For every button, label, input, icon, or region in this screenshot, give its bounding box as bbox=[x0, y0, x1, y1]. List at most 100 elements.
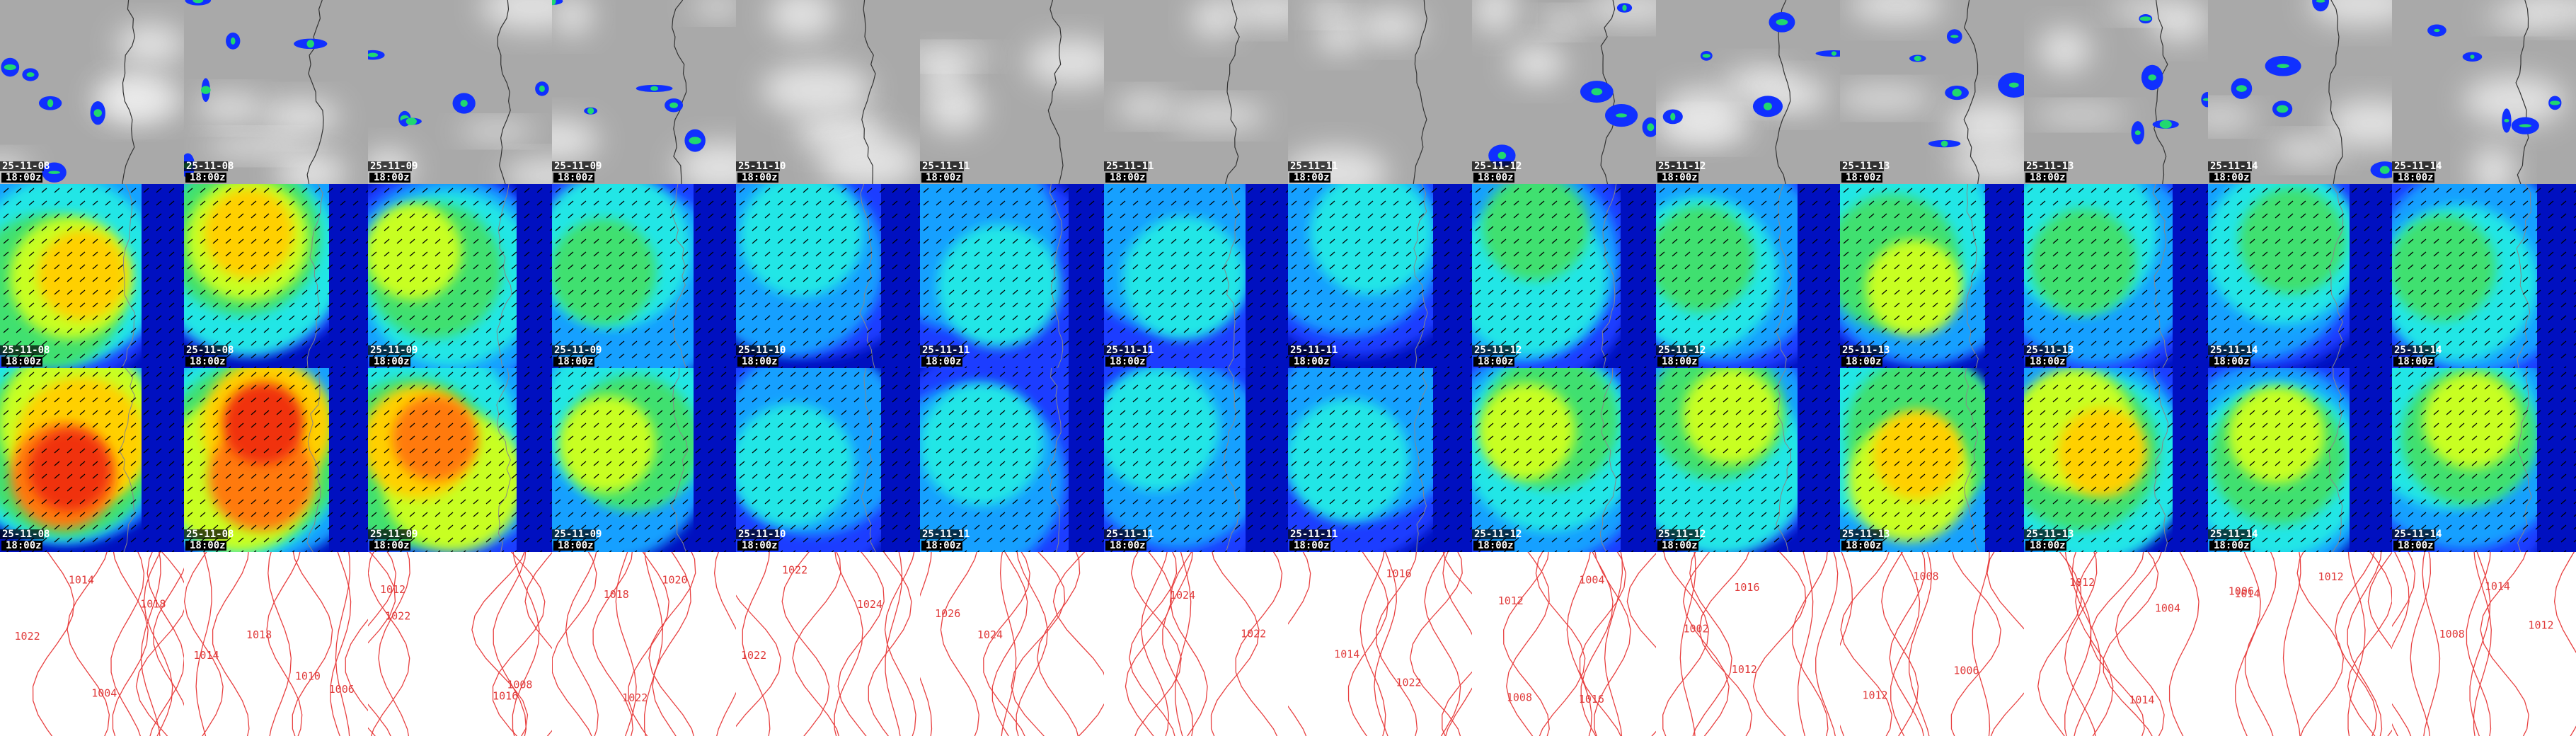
label-box bbox=[0, 345, 44, 355]
wind-barbs bbox=[0, 184, 184, 368]
date-label: 25-11-13 bbox=[2026, 161, 2074, 172]
label-box bbox=[552, 529, 596, 539]
cloud bbox=[2208, 105, 2258, 128]
cloud bbox=[458, 122, 536, 141]
isobar-label: 1018 bbox=[246, 628, 272, 641]
isobar-label: 1022 bbox=[782, 563, 807, 576]
isobar-label: 1024 bbox=[857, 598, 882, 611]
time-label: 18:00z bbox=[2398, 540, 2434, 551]
isobar bbox=[512, 552, 540, 736]
isobar-label: 1008 bbox=[507, 678, 532, 691]
wind-barbs bbox=[1656, 368, 1840, 552]
cloud bbox=[2149, 0, 2208, 41]
isobar bbox=[330, 552, 352, 736]
date-label: 25-11-11 bbox=[1106, 529, 1154, 540]
map-tile: 1014 1012 1004 bbox=[2024, 552, 2208, 736]
isobar bbox=[1798, 552, 1814, 736]
label-box bbox=[921, 173, 962, 183]
coastline bbox=[306, 0, 324, 184]
date-label: 25-11-08 bbox=[2, 529, 50, 540]
date-label: 25-11-14 bbox=[2210, 161, 2258, 172]
time-label: 18:00z bbox=[1110, 172, 1146, 183]
isobar-bg bbox=[2208, 552, 2392, 736]
wind-barbs bbox=[2024, 184, 2208, 368]
precip-core bbox=[2159, 120, 2172, 129]
precip-core bbox=[47, 99, 54, 108]
label-box bbox=[2209, 357, 2250, 367]
satellite-bg bbox=[1104, 0, 1288, 184]
isobar bbox=[493, 552, 527, 736]
cloud bbox=[1168, 103, 1268, 129]
isobar bbox=[1566, 552, 1592, 736]
date-label: 25-11-08 bbox=[186, 345, 234, 356]
isobar-label: 1016 bbox=[1734, 581, 1759, 594]
label-box bbox=[1288, 161, 1332, 171]
date-label: 25-11-08 bbox=[186, 161, 234, 172]
wind-barbs bbox=[1288, 368, 1472, 552]
isobar bbox=[1840, 552, 1853, 736]
isobar bbox=[2090, 552, 2145, 736]
map-tile: 1022 1018 1014 1004 bbox=[0, 552, 184, 736]
isobar bbox=[110, 552, 145, 736]
label-box bbox=[737, 357, 778, 367]
precip-core bbox=[1764, 102, 1772, 110]
time-label: 18:00z bbox=[2030, 540, 2066, 551]
label-box bbox=[1104, 529, 1148, 539]
label-box bbox=[1104, 161, 1148, 171]
label-box bbox=[737, 541, 778, 551]
isobar bbox=[2235, 552, 2261, 736]
map-tile: 1008 1012 1016 1022 bbox=[368, 552, 552, 736]
wind-barbs bbox=[184, 184, 368, 368]
isobar bbox=[781, 552, 830, 736]
map-tile: 1022 1014 1016 bbox=[1288, 552, 1472, 736]
label-box bbox=[1473, 541, 1514, 551]
wind-barbs bbox=[920, 184, 1104, 368]
time-label: 18:00z bbox=[1478, 172, 1514, 183]
label-box bbox=[920, 161, 964, 171]
isobar bbox=[648, 552, 696, 736]
isobar-label: 1014 bbox=[2485, 580, 2510, 593]
wind-barbs bbox=[552, 184, 736, 368]
isobar bbox=[146, 552, 184, 736]
precip-core bbox=[1622, 4, 1627, 11]
coastline bbox=[1413, 0, 1427, 184]
time-label: 18:00z bbox=[2214, 172, 2250, 183]
precip-core bbox=[1591, 88, 1603, 96]
label-box bbox=[921, 357, 962, 367]
time-label: 18:00z bbox=[558, 540, 594, 551]
precip-core bbox=[1952, 88, 1962, 97]
isobar bbox=[1506, 552, 1550, 736]
time-label: 18:00z bbox=[1478, 356, 1514, 367]
precip-core bbox=[539, 85, 545, 92]
isobar bbox=[742, 552, 771, 736]
precip-core bbox=[1497, 151, 1507, 159]
wind-barbs bbox=[1472, 368, 1656, 552]
isobar bbox=[1890, 552, 1921, 736]
date-label: 25-11-11 bbox=[1106, 161, 1154, 172]
isobar-bg bbox=[1288, 552, 1472, 736]
isobar-bg bbox=[368, 552, 552, 736]
date-label: 25-11-13 bbox=[1842, 345, 1890, 356]
isobar-label: 1016 bbox=[1579, 693, 1604, 706]
isobar bbox=[1130, 552, 1182, 736]
cloud bbox=[203, 135, 309, 157]
isobar bbox=[837, 552, 885, 736]
isobar bbox=[1052, 552, 1104, 736]
isobar bbox=[1129, 552, 1178, 736]
precip-core bbox=[1647, 123, 1655, 132]
isobar bbox=[1503, 552, 1550, 736]
isobar-label: 1022 bbox=[15, 630, 40, 643]
label-box bbox=[2392, 529, 2436, 539]
isobar bbox=[32, 552, 75, 736]
isobar-label: 1012 bbox=[2069, 576, 2095, 589]
isobar bbox=[1626, 553, 1656, 736]
time-label: 18:00z bbox=[1294, 540, 1330, 551]
label-box bbox=[185, 541, 226, 551]
date-label: 25-11-11 bbox=[922, 161, 970, 172]
isobar bbox=[2334, 552, 2377, 736]
